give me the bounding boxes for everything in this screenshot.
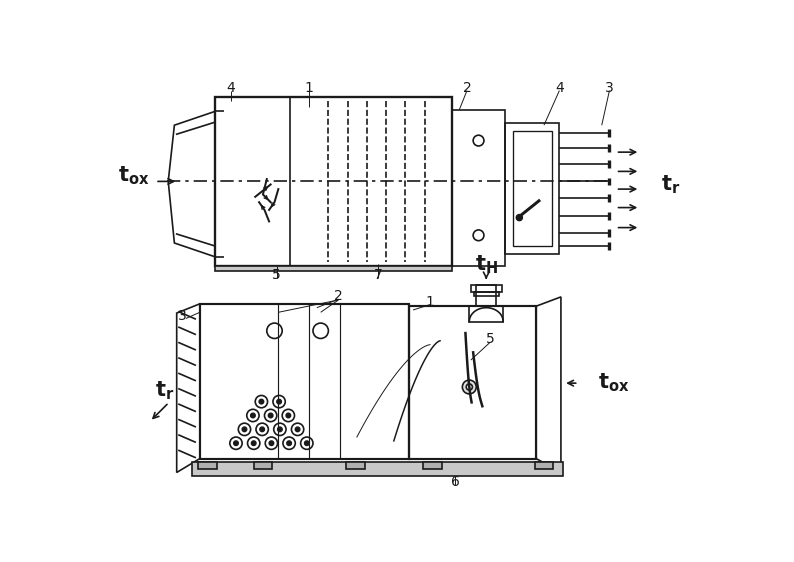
Text: 4: 4 — [555, 81, 564, 95]
Text: $\mathbf{t_{ox}}$: $\mathbf{t_{ox}}$ — [598, 372, 630, 395]
Text: 1: 1 — [305, 81, 314, 95]
Text: 7: 7 — [374, 268, 383, 282]
Bar — [452, 110, 506, 266]
Circle shape — [305, 441, 309, 446]
Bar — [198, 461, 217, 469]
Text: 2: 2 — [463, 81, 472, 95]
Bar — [534, 461, 553, 469]
Text: 3: 3 — [605, 81, 614, 95]
Circle shape — [278, 427, 282, 432]
Text: 5: 5 — [272, 268, 281, 282]
Text: $\mathbf{t_r}$: $\mathbf{t_r}$ — [156, 379, 175, 402]
Circle shape — [277, 400, 281, 404]
Bar — [192, 461, 563, 475]
Text: 1: 1 — [426, 294, 434, 309]
Circle shape — [462, 380, 476, 394]
Circle shape — [466, 384, 472, 390]
Circle shape — [260, 427, 264, 432]
Bar — [513, 130, 552, 246]
Text: 6: 6 — [451, 475, 460, 489]
Bar — [469, 306, 503, 321]
Bar — [346, 461, 364, 469]
Circle shape — [233, 441, 238, 446]
Text: $\mathbf{t_{ox}}$: $\mathbf{t_{ox}}$ — [118, 164, 149, 187]
Bar — [409, 306, 536, 459]
Bar — [474, 292, 499, 296]
Bar — [200, 304, 409, 459]
Circle shape — [286, 413, 291, 418]
Text: 4: 4 — [226, 81, 235, 95]
Circle shape — [516, 215, 522, 221]
Circle shape — [242, 427, 247, 432]
Bar — [506, 123, 560, 254]
Circle shape — [287, 441, 291, 446]
Bar — [215, 266, 452, 271]
Circle shape — [259, 400, 264, 404]
Bar — [215, 97, 452, 266]
Bar — [254, 461, 272, 469]
Circle shape — [268, 413, 273, 418]
Circle shape — [295, 427, 300, 432]
Circle shape — [269, 441, 274, 446]
Text: 5: 5 — [486, 332, 495, 346]
Text: $\mathbf{t_H}$: $\mathbf{t_H}$ — [475, 253, 498, 276]
Circle shape — [251, 413, 255, 418]
Bar — [471, 285, 502, 292]
Text: $\mathbf{t_r}$: $\mathbf{t_r}$ — [661, 173, 680, 196]
Bar — [423, 461, 441, 469]
Text: 3: 3 — [178, 309, 187, 323]
Text: 2: 2 — [334, 289, 343, 303]
Circle shape — [252, 441, 256, 446]
Bar — [476, 285, 496, 306]
